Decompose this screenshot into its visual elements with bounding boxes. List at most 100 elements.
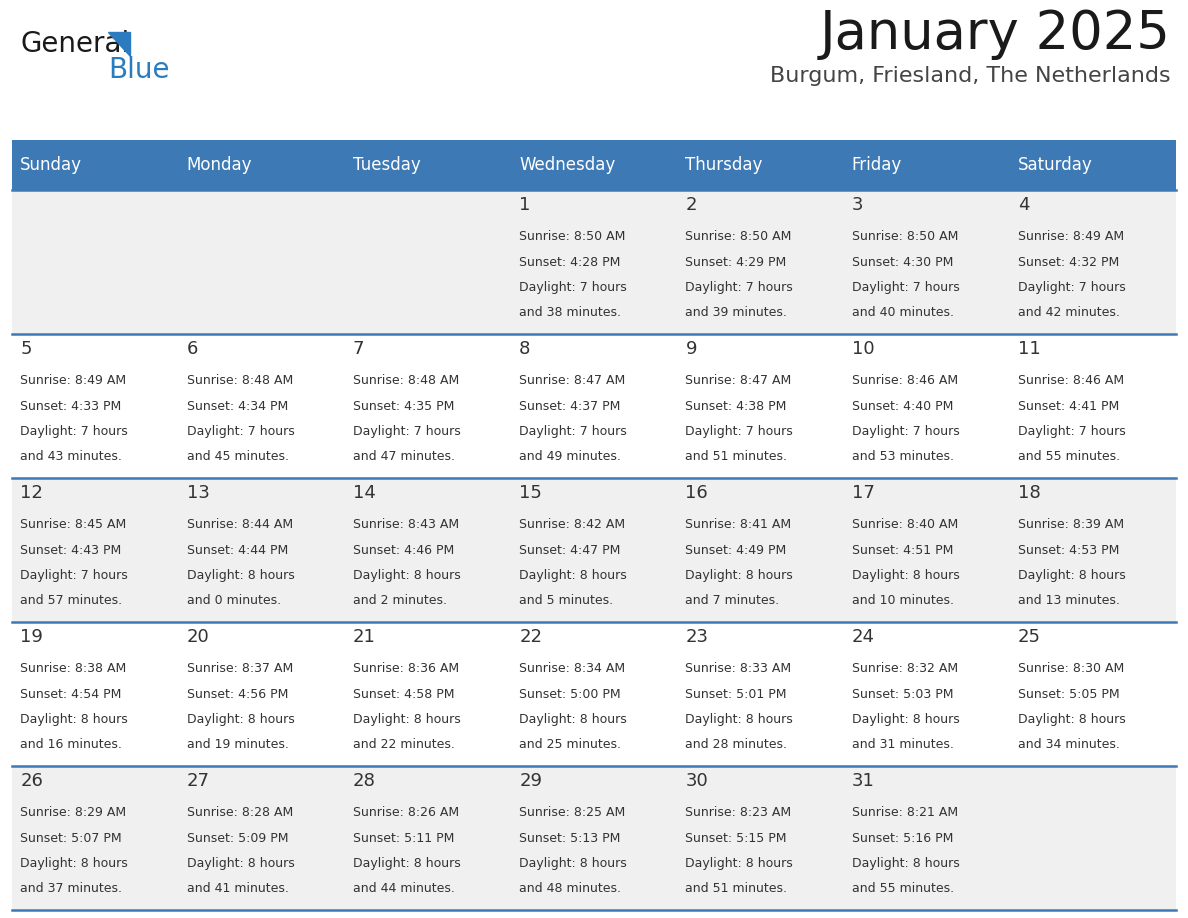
Text: Sunset: 5:15 PM: Sunset: 5:15 PM: [685, 832, 786, 845]
Text: Sunset: 4:40 PM: Sunset: 4:40 PM: [852, 399, 953, 412]
Text: Sunrise: 8:34 AM: Sunrise: 8:34 AM: [519, 662, 625, 676]
Text: Sunset: 4:34 PM: Sunset: 4:34 PM: [187, 399, 287, 412]
Text: Sunrise: 8:21 AM: Sunrise: 8:21 AM: [852, 806, 958, 820]
Text: Daylight: 7 hours: Daylight: 7 hours: [852, 425, 960, 438]
Text: 7: 7: [353, 340, 365, 358]
Text: 9: 9: [685, 340, 697, 358]
Text: 2: 2: [685, 196, 697, 214]
Text: and 44 minutes.: and 44 minutes.: [353, 882, 455, 895]
Text: Sunrise: 8:25 AM: Sunrise: 8:25 AM: [519, 806, 625, 820]
Text: Daylight: 8 hours: Daylight: 8 hours: [20, 856, 128, 869]
Text: Sunset: 4:33 PM: Sunset: 4:33 PM: [20, 399, 121, 412]
Text: Daylight: 8 hours: Daylight: 8 hours: [685, 712, 794, 726]
Text: and 7 minutes.: and 7 minutes.: [685, 594, 779, 607]
Text: and 51 minutes.: and 51 minutes.: [685, 450, 788, 463]
Text: Sunset: 4:43 PM: Sunset: 4:43 PM: [20, 543, 121, 556]
Text: Sunrise: 8:33 AM: Sunrise: 8:33 AM: [685, 662, 791, 676]
Text: 12: 12: [20, 484, 43, 502]
Text: Daylight: 7 hours: Daylight: 7 hours: [353, 425, 461, 438]
Text: Saturday: Saturday: [1018, 156, 1093, 174]
Text: Sunset: 4:54 PM: Sunset: 4:54 PM: [20, 688, 121, 700]
Text: Sunset: 4:51 PM: Sunset: 4:51 PM: [852, 543, 953, 556]
Text: Sunrise: 8:50 AM: Sunrise: 8:50 AM: [685, 230, 792, 243]
Text: 5: 5: [20, 340, 32, 358]
Text: Sunrise: 8:46 AM: Sunrise: 8:46 AM: [1018, 375, 1124, 387]
Polygon shape: [108, 32, 129, 56]
Text: Sunset: 4:29 PM: Sunset: 4:29 PM: [685, 255, 786, 269]
Bar: [1010, 140, 1176, 190]
Text: Daylight: 8 hours: Daylight: 8 hours: [852, 712, 960, 726]
Text: Daylight: 8 hours: Daylight: 8 hours: [685, 569, 794, 582]
Text: 20: 20: [187, 628, 209, 646]
Text: January 2025: January 2025: [820, 8, 1171, 60]
Text: 10: 10: [852, 340, 874, 358]
Text: Sunrise: 8:42 AM: Sunrise: 8:42 AM: [519, 519, 625, 532]
Text: Sunrise: 8:41 AM: Sunrise: 8:41 AM: [685, 519, 791, 532]
Text: Sunrise: 8:29 AM: Sunrise: 8:29 AM: [20, 806, 126, 820]
Bar: [511, 140, 677, 190]
Text: Daylight: 7 hours: Daylight: 7 hours: [519, 281, 627, 294]
Text: and 41 minutes.: and 41 minutes.: [187, 882, 289, 895]
Text: Daylight: 8 hours: Daylight: 8 hours: [353, 856, 461, 869]
Text: Daylight: 7 hours: Daylight: 7 hours: [685, 425, 794, 438]
Text: and 47 minutes.: and 47 minutes.: [353, 450, 455, 463]
Text: Wednesday: Wednesday: [519, 156, 615, 174]
Text: Sunrise: 8:48 AM: Sunrise: 8:48 AM: [353, 375, 459, 387]
Text: 4: 4: [1018, 196, 1030, 214]
Text: 19: 19: [20, 628, 43, 646]
Text: Sunset: 4:58 PM: Sunset: 4:58 PM: [353, 688, 454, 700]
Text: and 37 minutes.: and 37 minutes.: [20, 882, 122, 895]
Text: Sunset: 4:53 PM: Sunset: 4:53 PM: [1018, 543, 1119, 556]
Text: Daylight: 7 hours: Daylight: 7 hours: [187, 425, 295, 438]
Text: Daylight: 8 hours: Daylight: 8 hours: [353, 712, 461, 726]
Text: and 22 minutes.: and 22 minutes.: [353, 738, 455, 751]
Text: Sunset: 5:00 PM: Sunset: 5:00 PM: [519, 688, 621, 700]
Text: Daylight: 8 hours: Daylight: 8 hours: [187, 712, 295, 726]
Text: Sunset: 4:38 PM: Sunset: 4:38 PM: [685, 399, 786, 412]
Text: Sunset: 4:32 PM: Sunset: 4:32 PM: [1018, 255, 1119, 269]
Text: Sunset: 4:44 PM: Sunset: 4:44 PM: [187, 543, 287, 556]
Bar: [843, 140, 1010, 190]
Text: Daylight: 8 hours: Daylight: 8 hours: [1018, 712, 1126, 726]
Text: Daylight: 7 hours: Daylight: 7 hours: [1018, 281, 1126, 294]
Text: and 28 minutes.: and 28 minutes.: [685, 738, 788, 751]
Text: Sunrise: 8:39 AM: Sunrise: 8:39 AM: [1018, 519, 1124, 532]
Text: Sunset: 4:46 PM: Sunset: 4:46 PM: [353, 543, 454, 556]
Text: Sunset: 5:11 PM: Sunset: 5:11 PM: [353, 832, 454, 845]
Text: Sunrise: 8:46 AM: Sunrise: 8:46 AM: [852, 375, 958, 387]
Text: 14: 14: [353, 484, 375, 502]
Text: Sunrise: 8:40 AM: Sunrise: 8:40 AM: [852, 519, 958, 532]
Text: Daylight: 7 hours: Daylight: 7 hours: [519, 425, 627, 438]
Text: 6: 6: [187, 340, 198, 358]
Text: and 2 minutes.: and 2 minutes.: [353, 594, 447, 607]
Text: Daylight: 7 hours: Daylight: 7 hours: [20, 425, 128, 438]
Text: and 48 minutes.: and 48 minutes.: [519, 882, 621, 895]
Text: Daylight: 8 hours: Daylight: 8 hours: [187, 569, 295, 582]
Text: and 16 minutes.: and 16 minutes.: [20, 738, 122, 751]
Text: Sunset: 4:37 PM: Sunset: 4:37 PM: [519, 399, 620, 412]
Text: 30: 30: [685, 772, 708, 790]
Text: Sunrise: 8:23 AM: Sunrise: 8:23 AM: [685, 806, 791, 820]
Text: Sunrise: 8:38 AM: Sunrise: 8:38 AM: [20, 662, 127, 676]
Bar: [12, 190, 1176, 334]
Text: Daylight: 7 hours: Daylight: 7 hours: [1018, 425, 1126, 438]
Text: General: General: [20, 30, 129, 58]
Text: Daylight: 8 hours: Daylight: 8 hours: [519, 569, 627, 582]
Text: Sunset: 5:13 PM: Sunset: 5:13 PM: [519, 832, 620, 845]
Text: Daylight: 8 hours: Daylight: 8 hours: [685, 856, 794, 869]
Bar: [12, 622, 1176, 766]
Text: 23: 23: [685, 628, 708, 646]
Text: 13: 13: [187, 484, 209, 502]
Text: and 25 minutes.: and 25 minutes.: [519, 738, 621, 751]
Text: Sunrise: 8:37 AM: Sunrise: 8:37 AM: [187, 662, 293, 676]
Text: Sunrise: 8:26 AM: Sunrise: 8:26 AM: [353, 806, 459, 820]
Text: Sunset: 4:41 PM: Sunset: 4:41 PM: [1018, 399, 1119, 412]
Text: and 49 minutes.: and 49 minutes.: [519, 450, 621, 463]
Text: 8: 8: [519, 340, 531, 358]
Text: 31: 31: [852, 772, 874, 790]
Text: Sunset: 4:28 PM: Sunset: 4:28 PM: [519, 255, 620, 269]
Text: Sunrise: 8:30 AM: Sunrise: 8:30 AM: [1018, 662, 1124, 676]
Text: and 55 minutes.: and 55 minutes.: [852, 882, 954, 895]
Text: and 19 minutes.: and 19 minutes.: [187, 738, 289, 751]
Text: Sunrise: 8:50 AM: Sunrise: 8:50 AM: [852, 230, 958, 243]
